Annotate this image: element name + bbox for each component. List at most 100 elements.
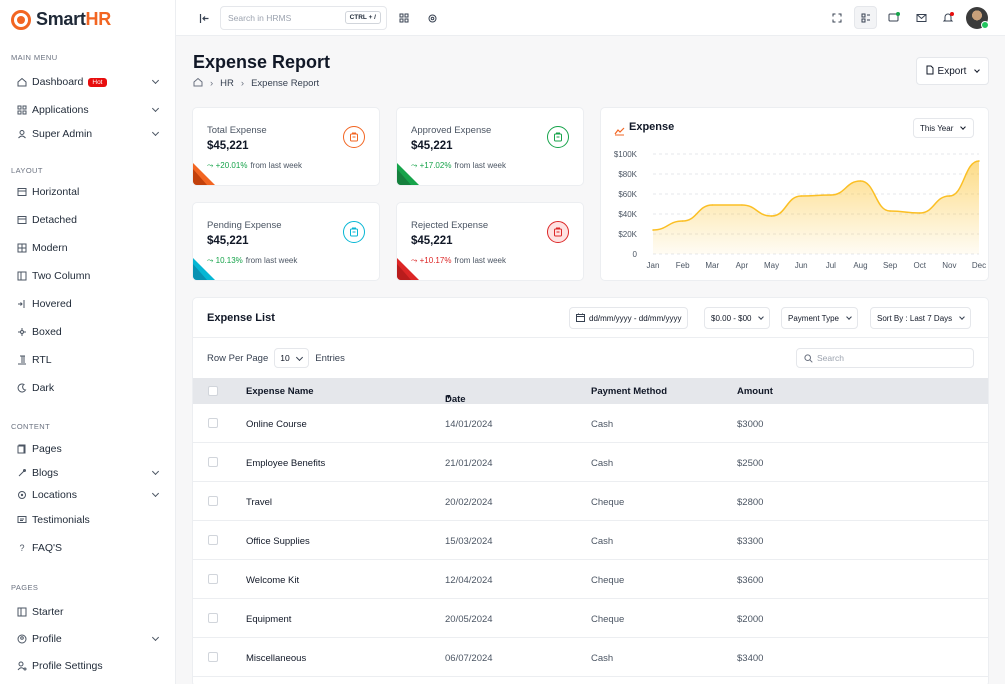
cell-payment-method: Cheque — [591, 575, 625, 586]
fullscreen-icon[interactable] — [831, 12, 843, 24]
cell-date: 12/04/2024 — [445, 575, 493, 586]
section-content: Content — [11, 422, 51, 431]
logo-mark-icon — [11, 9, 31, 30]
cell-date: 21/01/2024 — [445, 458, 493, 469]
chevron-down-icon — [151, 633, 160, 642]
table-row[interactable]: Employee Benefits 21/01/2024 Cash $2500 — [193, 443, 988, 482]
data-point-jul — [830, 194, 832, 196]
row-checkbox[interactable] — [208, 496, 218, 506]
x-tick-label: Apr — [736, 261, 749, 270]
x-tick-label: Oct — [914, 261, 927, 270]
sidebar-item-modern[interactable]: Modern — [17, 239, 162, 257]
logo[interactable]: SmartHR — [11, 9, 111, 30]
period-select[interactable]: This Year — [913, 118, 974, 138]
topbar: Search in HRMS CTRL + / — [176, 0, 1005, 36]
cell-amount: $3000 — [737, 419, 764, 430]
chevron-down-icon — [960, 124, 966, 130]
home-icon[interactable] — [193, 77, 203, 90]
chart-icon — [614, 123, 625, 141]
mail-icon[interactable] — [915, 12, 927, 24]
row-checkbox[interactable] — [208, 613, 218, 623]
cell-amount: $3400 — [737, 653, 764, 664]
sidebar-item-boxed[interactable]: Boxed — [17, 323, 162, 341]
table-row[interactable]: Miscellaneous 06/07/2024 Cash $3400 — [193, 638, 988, 677]
table-row[interactable]: Office Supplies 15/03/2024 Cash $3300 — [193, 521, 988, 560]
col-amount[interactable]: Amount — [737, 386, 773, 397]
sidebar-item-locations[interactable]: Locations — [17, 486, 162, 504]
chevron-down-icon — [959, 314, 965, 320]
amount-filter[interactable]: $0.00 - $00 — [704, 307, 771, 329]
sidebar-item-detached[interactable]: Detached — [17, 211, 162, 229]
table-search-input[interactable]: Search — [796, 348, 974, 368]
avatar[interactable] — [966, 7, 989, 29]
y-tick-label: $40K — [618, 210, 637, 219]
payment-type-filter[interactable]: Payment Type — [781, 307, 858, 329]
sidebar-item-dashboard[interactable]: Dashboard Hot — [17, 73, 162, 91]
sidebar-item-rtl[interactable]: RTL — [17, 351, 162, 369]
chevron-down-icon — [974, 67, 981, 73]
x-tick-label: May — [764, 261, 779, 270]
sidebar-item-faqs[interactable]: ? FAQ'S — [17, 539, 162, 557]
row-checkbox[interactable] — [208, 418, 218, 428]
table-row[interactable]: Equipment 20/05/2024 Cheque $2000 — [193, 599, 988, 638]
collapse-sidebar-icon[interactable] — [198, 12, 210, 24]
sidebar-item-hovered[interactable]: Hovered — [17, 295, 162, 313]
x-tick-label: Sep — [883, 261, 898, 270]
row-checkbox[interactable] — [208, 535, 218, 545]
stat-card-total-expense: Total Expense $45,221 ⤳ +20.01% from last… — [192, 107, 380, 186]
cell-expense-name: Office Supplies — [246, 536, 310, 547]
sidebar-item-pages[interactable]: Pages — [17, 440, 162, 458]
grid-apps-icon[interactable] — [398, 12, 410, 24]
bell-icon[interactable] — [942, 12, 954, 24]
table-row[interactable]: Online Course 14/01/2024 Cash $3000 — [193, 404, 988, 443]
cell-expense-name: Travel — [246, 497, 273, 508]
col-payment-method[interactable]: Payment Method — [591, 386, 668, 397]
sidebar-item-blogs[interactable]: Blogs — [17, 464, 162, 482]
hot-badge: Hot — [88, 77, 107, 87]
series-area — [653, 161, 979, 254]
col-expense-name[interactable]: Expense Name — [246, 386, 314, 397]
sidebar-item-profile[interactable]: Profile — [17, 630, 162, 648]
breadcrumb-hr[interactable]: HR — [220, 78, 234, 89]
rows-per-page-select[interactable]: 10 — [274, 348, 310, 368]
sidebar-item-horizontal[interactable]: Horizontal — [17, 183, 162, 201]
shortcut-badge: CTRL + / — [344, 11, 381, 24]
layout-icon[interactable] — [854, 6, 877, 29]
sidebar-item-testimonials[interactable]: Testimonials — [17, 511, 162, 529]
data-point-aug — [859, 180, 862, 182]
sort-filter[interactable]: Sort By : Last 7 Days — [870, 307, 972, 329]
stat-card-approved-expense: Approved Expense $45,221 ⤳ +17.02% from l… — [396, 107, 584, 186]
select-all-checkbox[interactable] — [208, 386, 218, 396]
blog-icon — [17, 468, 27, 478]
row-checkbox[interactable] — [208, 574, 218, 584]
cell-date: 15/03/2024 — [445, 536, 493, 547]
user-cog-icon — [17, 661, 27, 671]
data-point-feb — [681, 220, 684, 222]
sidebar-item-applications[interactable]: Applications — [17, 101, 162, 119]
breadcrumb-separator: › — [210, 78, 214, 89]
sidebar-item-two-column[interactable]: Two Column — [17, 267, 162, 285]
cell-expense-name: Online Course — [246, 419, 307, 430]
sidebar-item-starter[interactable]: Starter — [17, 603, 162, 621]
sidebar-item-super-admin[interactable]: Super Admin — [17, 125, 162, 143]
question-icon: ? — [19, 543, 25, 553]
row-checkbox[interactable] — [208, 652, 218, 662]
chat-icon[interactable] — [888, 12, 900, 24]
sidebar-item-dark[interactable]: Dark — [17, 379, 162, 397]
cell-expense-name: Equipment — [246, 614, 292, 625]
date-range-filter[interactable]: dd/mm/yyyy - dd/mm/yyyy — [569, 307, 689, 329]
table-row[interactable]: Travel 20/02/2024 Cheque $2800 — [193, 482, 988, 521]
y-tick-label: 0 — [633, 250, 638, 259]
user-star-icon — [17, 129, 27, 139]
row-checkbox[interactable] — [208, 457, 218, 467]
corner-accent — [397, 258, 419, 280]
series-line — [652, 160, 980, 231]
global-search-input[interactable]: Search in HRMS CTRL + / — [220, 6, 387, 30]
expense-list-card: Expense List dd/mm/yyyy - dd/mm/yyyy $0.… — [192, 297, 989, 684]
chevron-down-icon — [758, 314, 765, 320]
y-tick-label: $80K — [618, 170, 637, 179]
settings-icon[interactable] — [426, 12, 438, 24]
export-button[interactable]: Export — [916, 57, 989, 85]
sidebar-item-profile-settings[interactable]: Profile Settings — [17, 657, 162, 675]
table-row[interactable]: Welcome Kit 12/04/2024 Cheque $3600 — [193, 560, 988, 599]
